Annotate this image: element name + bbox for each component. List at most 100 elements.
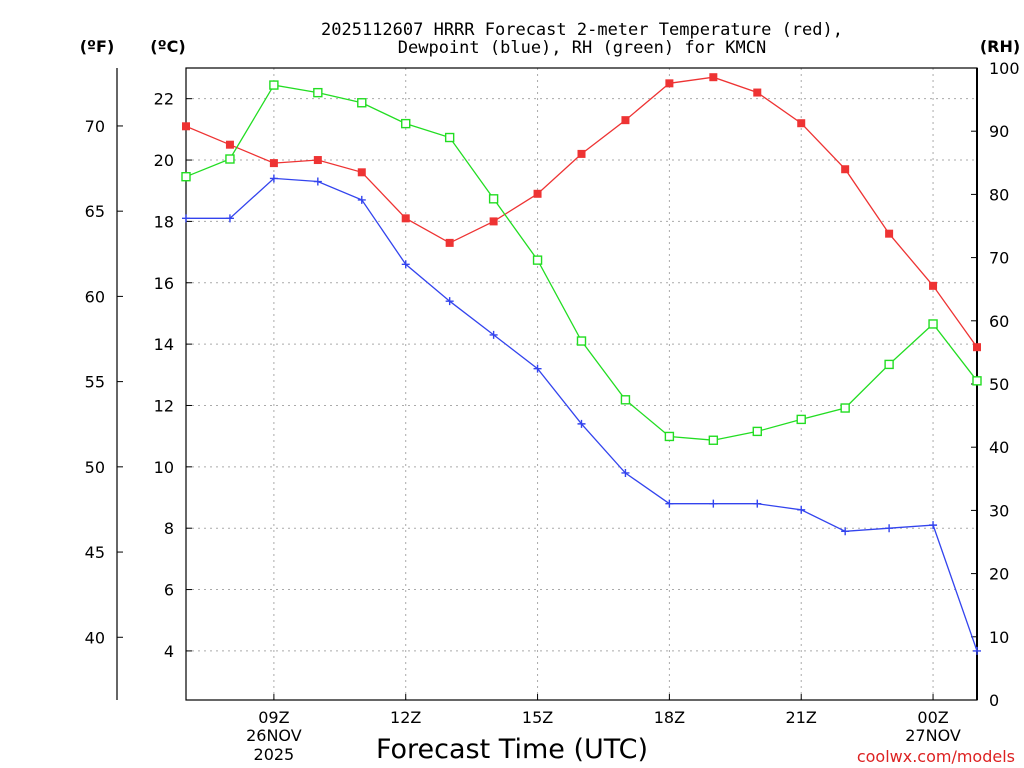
fahrenheit-tick-label: 45 [85,543,105,562]
rh-tick-label: 60 [989,312,1009,331]
rh-tick-label: 40 [989,438,1009,457]
rh-tick-label: 70 [989,249,1009,268]
rh-point [620,395,631,405]
temperature-point [182,122,190,131]
dewpoint-point [885,524,894,533]
temperature-point [225,140,234,149]
temperature-point [577,149,586,158]
rh-tick-label: 90 [989,122,1009,141]
x-year-label: 2025 [254,745,295,764]
dewpoint-line [186,177,978,652]
rh-tick-label: 0 [989,691,999,710]
rh-line [185,84,978,441]
dewpoint-point [269,174,278,183]
fahrenheit-tick-label: 65 [85,202,105,221]
dewpoint-point [225,214,234,223]
dewpoint-point [445,297,454,306]
rh-point [401,118,411,129]
dewpoint-point [577,419,586,428]
fahrenheit-tick-label: 70 [85,117,105,136]
dewpoint-point [753,499,762,508]
temperature-point [797,119,806,128]
x-tick-label: 15Z [522,708,553,727]
dewpoint-point [313,177,322,186]
rh-point [752,426,762,437]
rh-point [488,194,499,204]
dewpoint-point [665,499,674,508]
dewpoint-point [709,499,718,508]
rh-point [532,255,543,265]
temperature-point [269,159,278,168]
x-date-label: 27NOV [905,726,961,745]
rh-tick-label: 80 [989,185,1009,204]
x-tick-label: 12Z [390,708,421,727]
celsius-tick-label: 12 [154,396,174,415]
watermark: coolwx.com/models [857,747,1015,766]
series-layer [181,73,982,655]
rh-point [269,80,279,90]
temperature-point [841,165,850,174]
dewpoint-point [797,505,806,514]
rh-point [225,154,235,164]
dewpoint-point [621,468,630,477]
fahrenheit-tick-label: 50 [85,458,105,477]
dewpoint-point [489,330,498,339]
celsius-tick-label: 10 [154,458,174,477]
x-tick-label: 00Z [917,708,948,727]
celsius-tick-label: 18 [154,212,174,231]
temperature-point [709,73,718,82]
temperature-point [401,214,410,223]
rh-point [576,336,587,346]
rh-point [708,435,719,445]
dewpoint-point [929,521,938,530]
temperature-point [973,343,981,352]
dewpoint-point [357,195,366,204]
rh-tick-label: 100 [989,59,1020,78]
dewpoint-point [401,260,410,269]
celsius-tick-label: 8 [164,519,174,538]
temperature-point [929,281,938,290]
dewpoint-point [973,646,981,655]
temperature-point [621,116,630,125]
chart-title-line2: Dewpoint (blue), RH (green) for KMCN [398,38,766,58]
fahrenheit-tick-label: 40 [85,628,105,647]
temperature-point [445,238,454,247]
temperature-point [533,189,542,198]
rh-point [972,376,982,386]
temperature-point [357,168,366,177]
rh-unit-label: (RH) [980,37,1020,56]
temperature-point [885,229,894,238]
temperature-point [753,88,762,97]
celsius-tick-label: 22 [154,90,174,109]
temperature-point [665,79,674,88]
temperature-point [489,217,498,226]
rh-point [181,172,191,182]
axes [116,67,978,701]
celsius-tick-label: 14 [154,335,174,354]
chart-title-line1: 2025112607 HRRR Forecast 2-meter Tempera… [321,20,843,40]
rh-point [796,414,806,425]
x-axis-title: Forecast Time (UTC) [376,734,648,765]
rh-point [313,87,323,98]
dewpoint-point [533,364,542,373]
rh-point [884,359,894,370]
grid-lines [186,68,977,700]
fahrenheit-tick-label: 55 [85,373,105,392]
rh-point [357,98,367,108]
celsius-unit-label: (ºC) [150,37,185,56]
rh-point [928,319,938,329]
x-tick-label: 09Z [258,708,289,727]
rh-tick-label: 20 [989,565,1009,584]
temperature-line [185,76,978,348]
rh-point [444,132,455,143]
rh-tick-label: 10 [989,628,1009,647]
celsius-tick-label: 4 [164,642,174,661]
x-tick-label: 21Z [786,708,817,727]
x-tick-label: 18Z [654,708,685,727]
rh-tick-label: 50 [989,375,1009,394]
rh-tick-label: 30 [989,501,1009,520]
rh-point [664,431,675,442]
dewpoint-point [182,214,190,223]
